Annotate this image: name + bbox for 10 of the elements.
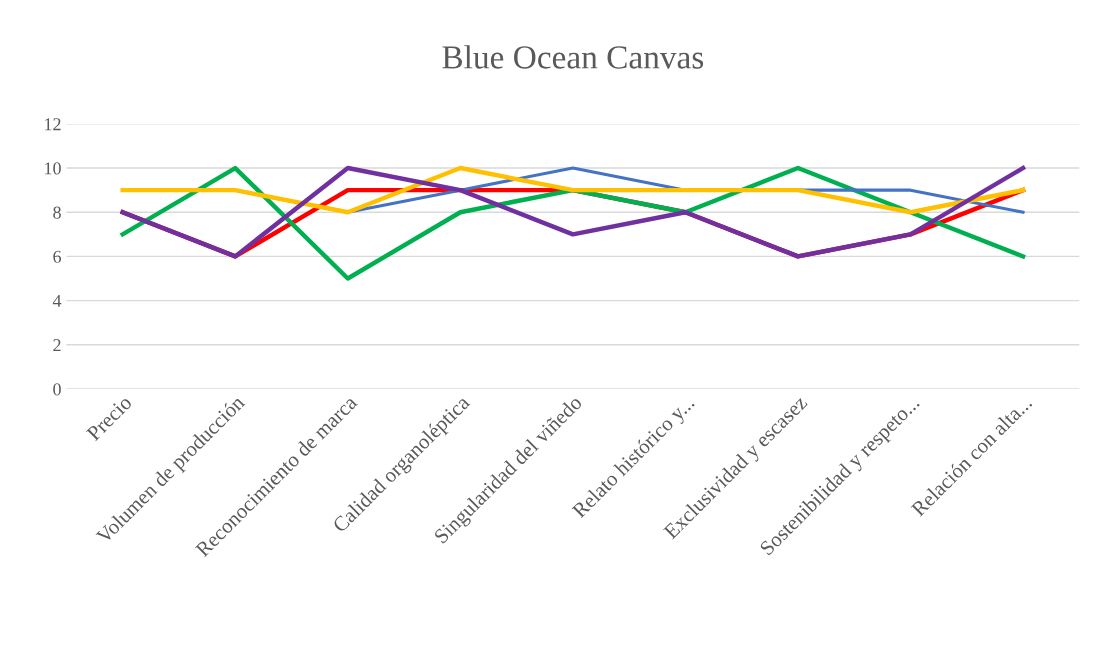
- y-tick-label: 2: [53, 339, 61, 352]
- y-tick-label: 8: [53, 206, 61, 219]
- y-tick-label: 12: [45, 118, 61, 131]
- line-series: [120, 165, 1026, 259]
- y-tick-label: 4: [52, 294, 62, 307]
- chart-title: Blue Ocean Canvas: [442, 45, 704, 69]
- line-series: [120, 165, 1026, 281]
- y-tick-label: 6: [53, 250, 62, 263]
- y-tick-label: 0: [53, 383, 61, 396]
- y-tick-label: 10: [45, 162, 61, 175]
